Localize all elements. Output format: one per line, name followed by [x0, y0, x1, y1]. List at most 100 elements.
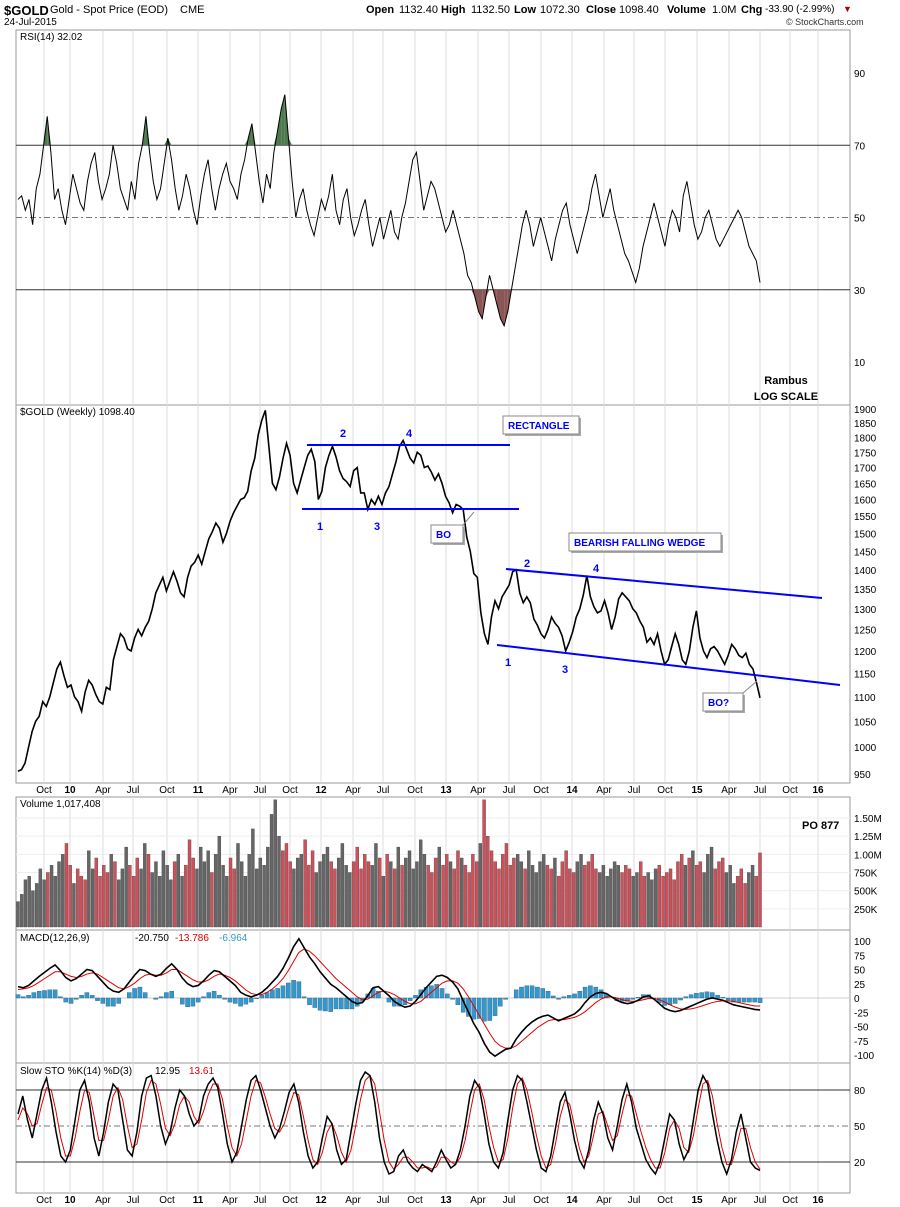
- volume-bar: [72, 883, 76, 928]
- sto-legend-value: 12.95: [155, 1066, 180, 1077]
- volume-bar: [404, 857, 408, 928]
- macd-histogram-bar: [556, 997, 561, 1000]
- x-tick-label: Apr: [596, 785, 612, 796]
- volume-bar: [501, 854, 505, 928]
- macd-histogram-bar: [328, 997, 333, 1012]
- x-tick-label: Jul: [754, 785, 767, 796]
- volume-bar: [262, 865, 266, 928]
- macd-histogram-bar: [344, 997, 349, 1010]
- x-tick-label: 13: [440, 785, 452, 796]
- volume-bar: [471, 854, 475, 928]
- volume-bar: [381, 875, 386, 928]
- volume-bar: [571, 872, 576, 928]
- close-label: Close: [586, 4, 616, 16]
- volume-bar: [467, 872, 471, 928]
- volume-bar: [34, 883, 39, 928]
- macd-histogram-bar: [307, 997, 312, 1005]
- exchange-label: CME: [180, 4, 205, 16]
- price-y-tick-label: 1600: [854, 495, 877, 506]
- macd-histogram-bar: [190, 997, 196, 1007]
- x-tick-label: Oct: [782, 1195, 798, 1206]
- volume-bar: [747, 872, 751, 928]
- volume-bar: [687, 857, 691, 928]
- macd-histogram-bar: [323, 997, 328, 1012]
- x-tick-label: 12: [315, 785, 327, 796]
- volume-bar: [639, 861, 643, 928]
- volume-bar: [217, 836, 222, 928]
- macd-histogram-bar: [688, 994, 694, 999]
- x-tick-label: 14: [566, 785, 578, 796]
- macd-histogram-bar: [158, 996, 164, 999]
- volume-bar: [124, 846, 128, 928]
- volume-bar: [378, 857, 382, 928]
- macd-histogram-bar: [492, 997, 498, 1016]
- volume-bar: [42, 879, 46, 928]
- wedge-point-label: 1: [505, 657, 511, 669]
- volume-y-tick-label: 500K: [854, 887, 878, 898]
- volume-bar: [169, 879, 173, 928]
- macd-histogram-bar: [259, 995, 265, 999]
- volume-bar: [213, 854, 218, 928]
- macd-histogram-bar: [572, 993, 577, 999]
- macd-histogram-bar: [354, 997, 360, 1007]
- volume-bar: [717, 861, 721, 928]
- volume-bar: [463, 865, 468, 928]
- volume-bar: [31, 890, 35, 928]
- volume-bar: [64, 843, 69, 928]
- price-y-tick-label: 1300: [854, 605, 877, 616]
- volume-bar: [57, 861, 61, 928]
- sto-d-line: [17, 1074, 761, 1170]
- price-y-tick-label: 1750: [854, 448, 877, 459]
- volume-bar: [180, 875, 184, 928]
- x-tick-label: Jul: [628, 1195, 641, 1206]
- rsi-overbought-fill: [277, 109, 282, 146]
- volume-bar: [560, 861, 565, 928]
- macd-histogram-bar: [683, 996, 689, 999]
- volume-bar: [374, 843, 378, 928]
- instrument-name: Gold - Spot Price (EOD): [50, 4, 168, 16]
- x-tick-label: 14: [566, 1195, 578, 1206]
- x-tick-label: Apr: [721, 1195, 737, 1206]
- volume-legend: Volume 1,017,408: [20, 799, 101, 810]
- volume-bar: [456, 850, 460, 928]
- macd-histogram-bar: [582, 986, 588, 999]
- volume-bar: [396, 846, 400, 928]
- price-y-tick-label: 1200: [854, 647, 877, 658]
- rsi-oversold-fill: [504, 289, 508, 326]
- volume-bar: [176, 854, 181, 928]
- macd-histogram-bar: [227, 997, 233, 1003]
- chg-label: Chg: [741, 4, 763, 16]
- macd-histogram-bar: [434, 984, 439, 999]
- low-value: 1072.30: [540, 4, 580, 16]
- volume-bar: [113, 861, 117, 928]
- macd-histogram-bar: [111, 997, 116, 1007]
- volume-bar: [16, 901, 20, 928]
- x-tick-label: Oct: [159, 1195, 175, 1206]
- volume-bar: [515, 854, 520, 928]
- wedge-top-line: [505, 568, 823, 599]
- volume-bar: [79, 875, 84, 928]
- wedge-callout-box: [568, 532, 722, 552]
- macd-histogram-bar: [164, 992, 169, 999]
- rsi-annotation-rambus: Rambus: [764, 375, 807, 387]
- macd-histogram-bar: [710, 992, 715, 999]
- volume-bar: [154, 861, 158, 928]
- macd-histogram-bar: [206, 992, 212, 999]
- volume-bar: [310, 850, 315, 928]
- macd-histogram-bar: [551, 995, 556, 999]
- macd-histogram-bar: [116, 997, 121, 1004]
- open-value: 1132.40: [399, 4, 438, 16]
- volume-bar: [117, 879, 121, 928]
- macd-histogram-bar: [95, 997, 100, 1001]
- macd-histogram-bar: [407, 997, 413, 1001]
- macd-histogram-bar: [153, 997, 159, 1000]
- price-y-tick-label: 1450: [854, 547, 877, 558]
- macd-histogram-bar: [301, 996, 307, 999]
- volume-bar: [605, 875, 609, 928]
- macd-histogram-bar: [450, 997, 455, 1000]
- macd-histogram-bar: [413, 995, 418, 999]
- macd-y-tick-label: -100: [854, 1051, 874, 1062]
- volume-bar: [243, 875, 248, 928]
- volume-bar: [489, 850, 494, 928]
- macd-histogram-bar: [100, 997, 106, 1004]
